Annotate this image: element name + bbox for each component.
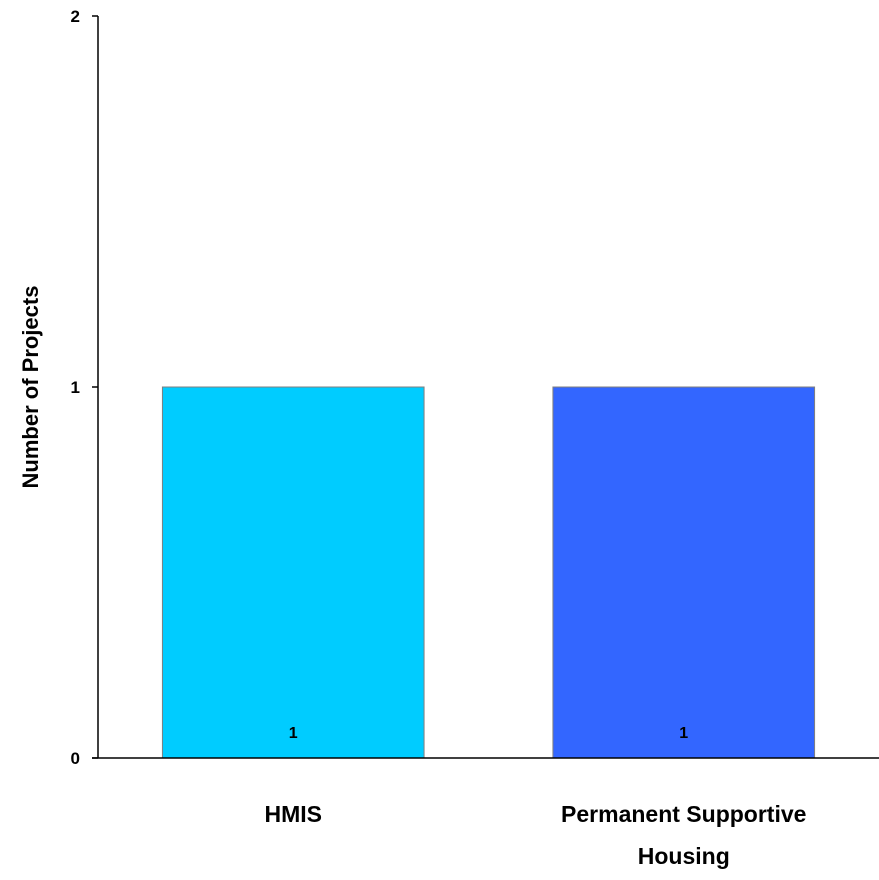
- data-label-0: 1: [289, 725, 298, 742]
- data-label-1: 1: [679, 725, 688, 742]
- category-label-1-line-1: Housing: [638, 843, 730, 869]
- y-axis-title: Number of Projects: [18, 286, 43, 489]
- category-label-0-line-0: HMIS: [265, 801, 323, 827]
- bar-1: [552, 386, 816, 759]
- axes-group: [92, 15, 879, 759]
- bar-0: [161, 386, 425, 759]
- bars-group: [161, 386, 816, 759]
- y-tick-label-2: 2: [71, 7, 80, 26]
- category-label-1-line-0: Permanent Supportive: [561, 801, 806, 827]
- labels-group: 1 HMIS 1 Permanent Supportive Housing 0 1 2 Numb…: [18, 7, 806, 869]
- y-tick-label-1: 1: [71, 378, 80, 397]
- y-tick-label-0: 0: [71, 749, 80, 768]
